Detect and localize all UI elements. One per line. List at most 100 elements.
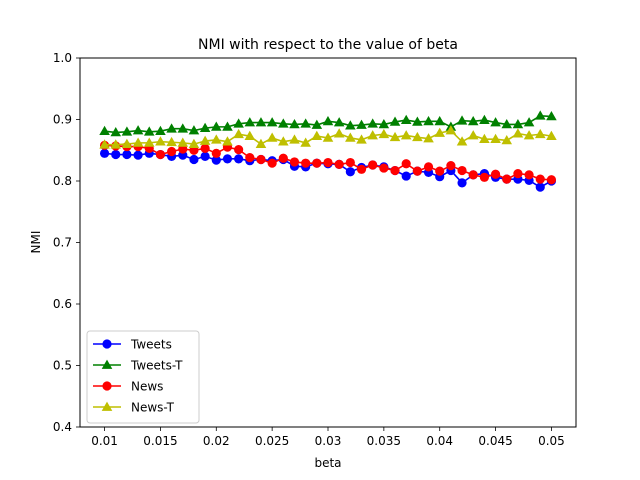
- plot-area: 0.01 0.015 0.02 0.025 0.03 0.035 0.04 0.045 0.05…: [53, 51, 577, 448]
- data-point-news: [401, 159, 411, 169]
- data-point-news-t: [479, 133, 490, 144]
- data-point-news-t: [188, 138, 200, 148]
- data-point-news: [245, 153, 255, 163]
- data-point-news-t: [177, 137, 189, 147]
- data-point-tweets-t: [512, 119, 524, 129]
- data-point-tweets-t: [210, 121, 222, 131]
- data-point-tweets-t: [143, 126, 155, 136]
- legend-label-news-t: News-T: [131, 401, 175, 415]
- data-point-tweets-t: [501, 119, 513, 129]
- data-point-tweets: [535, 182, 545, 192]
- data-point-news-t: [333, 128, 345, 138]
- data-point-tweets-t: [255, 117, 267, 127]
- data-point-news: [167, 146, 177, 157]
- x-axis-label: beta: [314, 456, 341, 470]
- data-point-news-t: [512, 128, 524, 138]
- data-point-news: [490, 169, 501, 179]
- data-point-tweets-t: [166, 123, 177, 133]
- data-point-news: [267, 158, 277, 168]
- axes-frame: [79, 57, 577, 428]
- data-point-tweets-t: [233, 118, 244, 128]
- data-point-news-t: [110, 139, 122, 149]
- data-point-news: [278, 153, 288, 163]
- data-point-tweets-t: [367, 118, 378, 128]
- data-point-news: [435, 166, 445, 176]
- x-tick-label: 0.045: [478, 434, 512, 448]
- data-point-tweets-t: [467, 115, 479, 126]
- data-point-tweets: [133, 150, 143, 160]
- data-point-news-t: [199, 135, 211, 145]
- data-point-tweets-t: [434, 115, 446, 126]
- data-point-news-t: [121, 138, 133, 148]
- data-point-news: [468, 170, 478, 180]
- data-point-tweets-t: [378, 119, 390, 129]
- data-point-tweets: [457, 178, 467, 188]
- data-point-news-t: [233, 128, 244, 139]
- data-point-news-t: [322, 132, 334, 142]
- data-point-news: [323, 157, 333, 168]
- data-point-news-t: [311, 130, 323, 140]
- data-point-news-t: [244, 130, 256, 140]
- data-point-news: [479, 172, 489, 182]
- legend: Tweets Tweets-T News News-T: [86, 330, 200, 424]
- data-point-tweets-t: [188, 125, 200, 135]
- x-tick-label: 0.05: [538, 434, 565, 448]
- data-point-news: [446, 161, 456, 171]
- data-point-news: [379, 163, 389, 173]
- data-point-tweets-t: [534, 110, 546, 120]
- data-point-tweets-t: [523, 117, 535, 127]
- legend-box: [86, 330, 200, 424]
- x-tick-label: 0.01: [91, 434, 118, 448]
- data-point-news: [502, 174, 512, 184]
- x-tick-label: 0.035: [367, 434, 401, 448]
- chart-title: NMI with respect to the value of beta: [198, 37, 458, 53]
- x-tick-label: 0.02: [203, 434, 230, 448]
- data-point-news-t: [400, 130, 412, 140]
- data-point-tweets-t: [278, 118, 289, 128]
- x-tick-label: 0.015: [143, 434, 177, 448]
- data-point-news-t: [255, 138, 267, 148]
- data-point-news: [535, 174, 545, 184]
- data-point-tweets: [111, 149, 121, 160]
- data-point-tweets-t: [244, 117, 256, 127]
- legend-marker-news-t: [101, 401, 113, 411]
- data-point-tweets-t: [199, 122, 211, 132]
- data-point-news: [256, 154, 266, 165]
- data-point-tweets-t: [300, 118, 311, 128]
- data-point-news-t: [490, 133, 501, 144]
- y-tick-label: 0.5: [53, 359, 72, 373]
- data-point-news: [200, 143, 210, 154]
- data-point-news-t: [467, 130, 479, 140]
- data-point-tweets-t: [155, 125, 166, 136]
- data-point-tweets-t: [121, 126, 133, 136]
- data-point-news: [334, 159, 344, 169]
- data-point-news: [234, 145, 244, 155]
- data-point-news-t: [143, 137, 155, 147]
- data-point-news: [289, 157, 300, 167]
- data-point-news: [457, 165, 467, 176]
- data-point-tweets-t: [389, 116, 401, 126]
- y-tick-label: 0.9: [53, 113, 72, 127]
- legend-label-news: News: [131, 380, 163, 394]
- data-point-news-t: [266, 132, 278, 142]
- data-point-news: [412, 166, 422, 176]
- data-point-news-t: [534, 128, 546, 139]
- data-point-news-t: [166, 136, 177, 147]
- legend-label-tweets: Tweets: [130, 338, 172, 352]
- data-point-news-t: [456, 136, 468, 146]
- data-point-tweets-t: [110, 127, 122, 137]
- x-tick-label: 0.04: [426, 434, 453, 448]
- data-point-tweets-t: [400, 114, 412, 124]
- x-tick-label: 0.03: [315, 434, 342, 448]
- data-point-news-t: [389, 131, 401, 142]
- data-point-news-t: [155, 136, 166, 146]
- data-point-tweets-t: [356, 119, 367, 129]
- data-point-news-t: [99, 139, 110, 149]
- data-point-tweets: [200, 151, 210, 161]
- y-tick-label: 1.0: [53, 51, 72, 65]
- data-point-news-t: [222, 136, 233, 146]
- data-point-tweets-t: [490, 117, 501, 127]
- data-point-news: [524, 170, 534, 180]
- data-point-tweets-t: [266, 117, 278, 127]
